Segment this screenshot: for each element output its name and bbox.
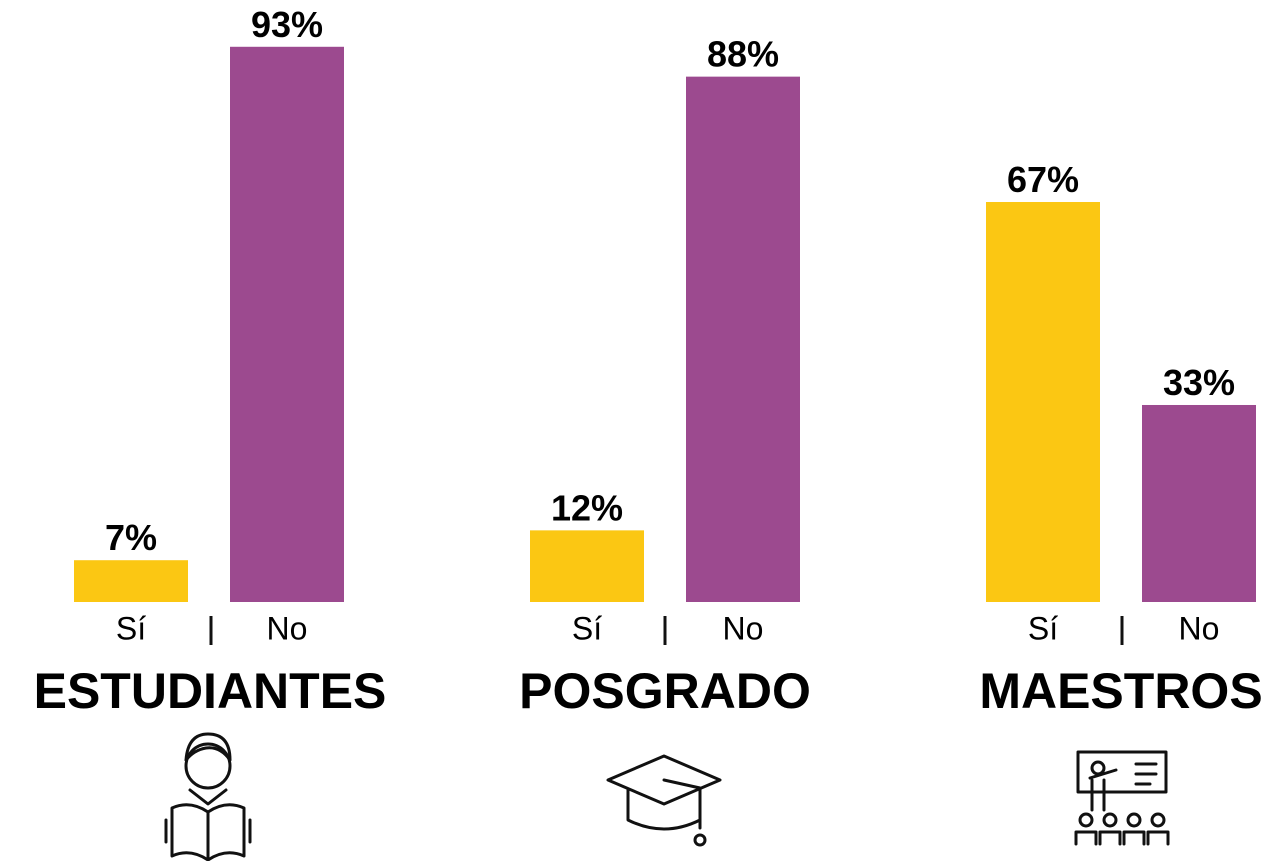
bar: [986, 202, 1100, 602]
group-title: MAESTROS: [979, 663, 1262, 719]
teacher-icon: [1074, 750, 1170, 846]
group-title: POSGRADO: [519, 663, 811, 719]
bar: [530, 530, 644, 602]
category-label: Sí: [1028, 610, 1058, 646]
value-label: 33%: [1163, 362, 1235, 403]
value-label: 93%: [251, 4, 323, 45]
bar: [686, 76, 800, 602]
category-label: No: [1179, 610, 1220, 646]
value-label: 7%: [105, 517, 157, 558]
value-label: 67%: [1007, 159, 1079, 200]
value-label: 12%: [551, 487, 623, 528]
category-label: No: [267, 610, 308, 646]
bar: [230, 46, 344, 603]
separators: [209, 616, 1124, 645]
bar: [1142, 404, 1256, 602]
category-label: Sí: [572, 610, 602, 646]
group-title: ESTUDIANTES: [34, 663, 387, 719]
category-label: Sí: [116, 610, 146, 646]
category-label: No: [723, 610, 764, 646]
bar: [74, 560, 188, 602]
value-label: 88%: [707, 34, 779, 75]
graduation-icon: [606, 754, 722, 847]
student-icon: [164, 732, 252, 861]
